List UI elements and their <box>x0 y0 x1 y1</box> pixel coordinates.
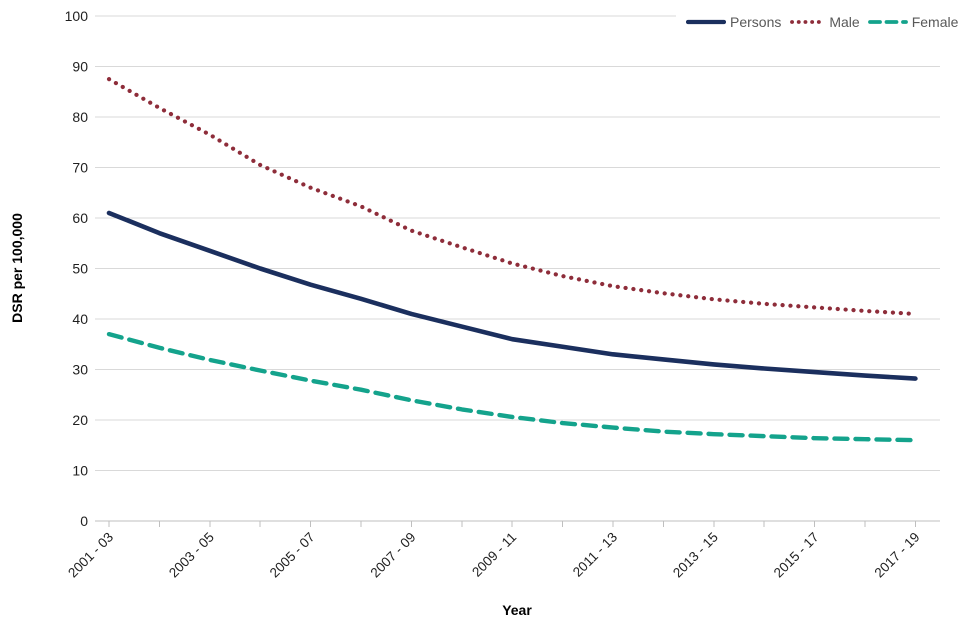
y-tick-label: 90 <box>72 59 88 75</box>
legend-item-persons: Persons <box>686 9 781 35</box>
y-tick-label: 50 <box>72 261 88 277</box>
y-tick-label: 20 <box>72 412 88 428</box>
x-axis-title: Year <box>502 602 532 618</box>
female-dashed-swatch-icon <box>867 20 908 24</box>
series-line-male <box>106 77 918 317</box>
y-tick-label: 100 <box>65 8 89 24</box>
chart-legend: Persons Male Female <box>676 9 960 35</box>
legend-label: Female <box>911 14 959 30</box>
y-axis-title: DSR per 100,000 <box>9 213 25 323</box>
y-tick-label: 70 <box>72 160 88 176</box>
x-tick-label: 2009 - 11 <box>469 530 519 580</box>
axis-ticks <box>108 521 916 527</box>
male-dotted-swatch-icon <box>790 20 826 24</box>
x-tick-label: 2003 - 05 <box>166 530 217 581</box>
legend-item-female: Female <box>867 9 959 35</box>
data-series-lines <box>106 77 918 443</box>
y-tick-label: 30 <box>72 362 88 378</box>
x-tick-label: 2013 - 15 <box>670 530 721 581</box>
legend-label: Persons <box>730 14 782 30</box>
x-tick-label: 2011 - 13 <box>570 530 620 580</box>
x-tick-label: 2015 - 17 <box>771 530 822 581</box>
legend-label: Male <box>829 14 860 30</box>
y-tick-label: 40 <box>72 311 88 327</box>
series-line-female <box>106 331 918 443</box>
series-line-persons <box>106 210 918 381</box>
gridlines <box>95 15 940 522</box>
tick-labels: 0 10 20 30 40 50 60 70 80 90 100 2001 - 03 2003 - 05… <box>65 8 923 580</box>
y-tick-label: 10 <box>72 463 88 479</box>
y-tick-label: 0 <box>80 513 88 529</box>
x-tick-label: 2005 - 07 <box>267 530 318 581</box>
y-tick-label: 60 <box>72 210 88 226</box>
x-tick-label: 2001 - 03 <box>65 530 116 581</box>
x-tick-label: 2017 - 19 <box>872 530 923 581</box>
x-tick-label: 2007 - 09 <box>368 530 419 581</box>
persons-line-swatch-icon <box>686 19 726 25</box>
legend-item-male: Male <box>789 9 860 35</box>
y-tick-label: 80 <box>72 109 88 125</box>
